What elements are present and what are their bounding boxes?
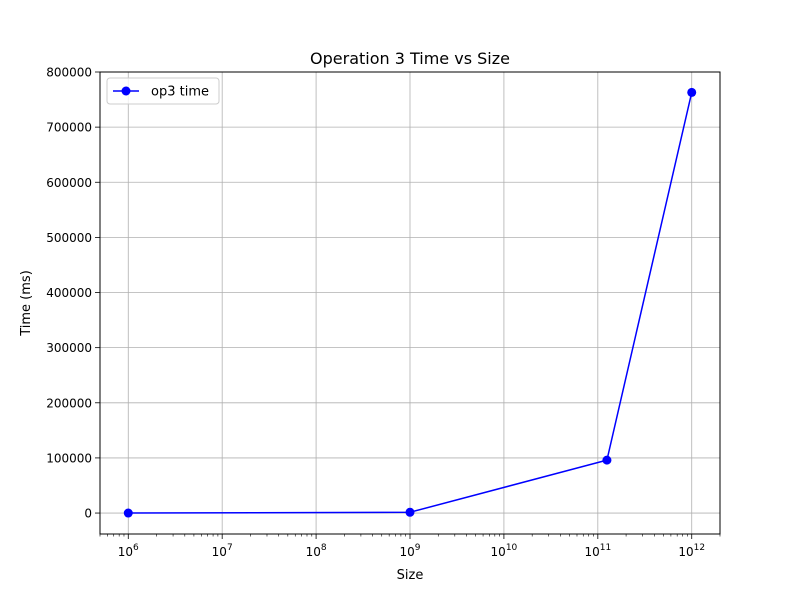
series (123, 87, 697, 518)
x-tick-label: 1011 (584, 543, 611, 559)
y-tick-labels: 0 100000 200000 300000 400000 500000 600000 700… (46, 66, 92, 521)
series-line (128, 92, 693, 514)
data-point (123, 508, 133, 518)
x-tick-label: 108 (306, 543, 327, 559)
y-tick-label: 100000 (46, 451, 92, 465)
axis-ticks (95, 71, 693, 539)
data-point (602, 455, 612, 465)
y-tick-label: 0 (84, 507, 92, 521)
y-tick-label: 200000 (46, 396, 92, 410)
x-tick-labels: 106 107 108 109 1010 1011 1012 (118, 543, 705, 559)
data-point (687, 87, 697, 97)
y-tick-label: 300000 (46, 341, 92, 355)
x-axis-label: Size (397, 568, 424, 583)
y-tick-label: 500000 (46, 231, 92, 245)
x-tick-label: 109 (399, 543, 420, 559)
legend-marker (121, 86, 131, 96)
y-tick-label: 800000 (46, 66, 92, 80)
plot-frame (99, 71, 721, 535)
x-tick-label: 107 (212, 543, 233, 559)
x-tick-label: 106 (118, 543, 139, 559)
data-point (405, 507, 415, 517)
y-tick-label: 400000 (46, 286, 92, 300)
legend-label: op3 time (151, 85, 209, 100)
x-tick-label: 1010 (491, 543, 518, 559)
legend-box (106, 77, 220, 105)
x-tick-label: 1012 (678, 543, 705, 559)
y-axis-label: Time (ms) (19, 270, 34, 337)
legend: op3 time (106, 77, 220, 105)
grid (100, 71, 720, 534)
y-tick-label: 600000 (46, 176, 92, 190)
y-tick-label: 700000 (46, 121, 92, 135)
chart-title: Operation 3 Time vs Size (310, 49, 510, 68)
